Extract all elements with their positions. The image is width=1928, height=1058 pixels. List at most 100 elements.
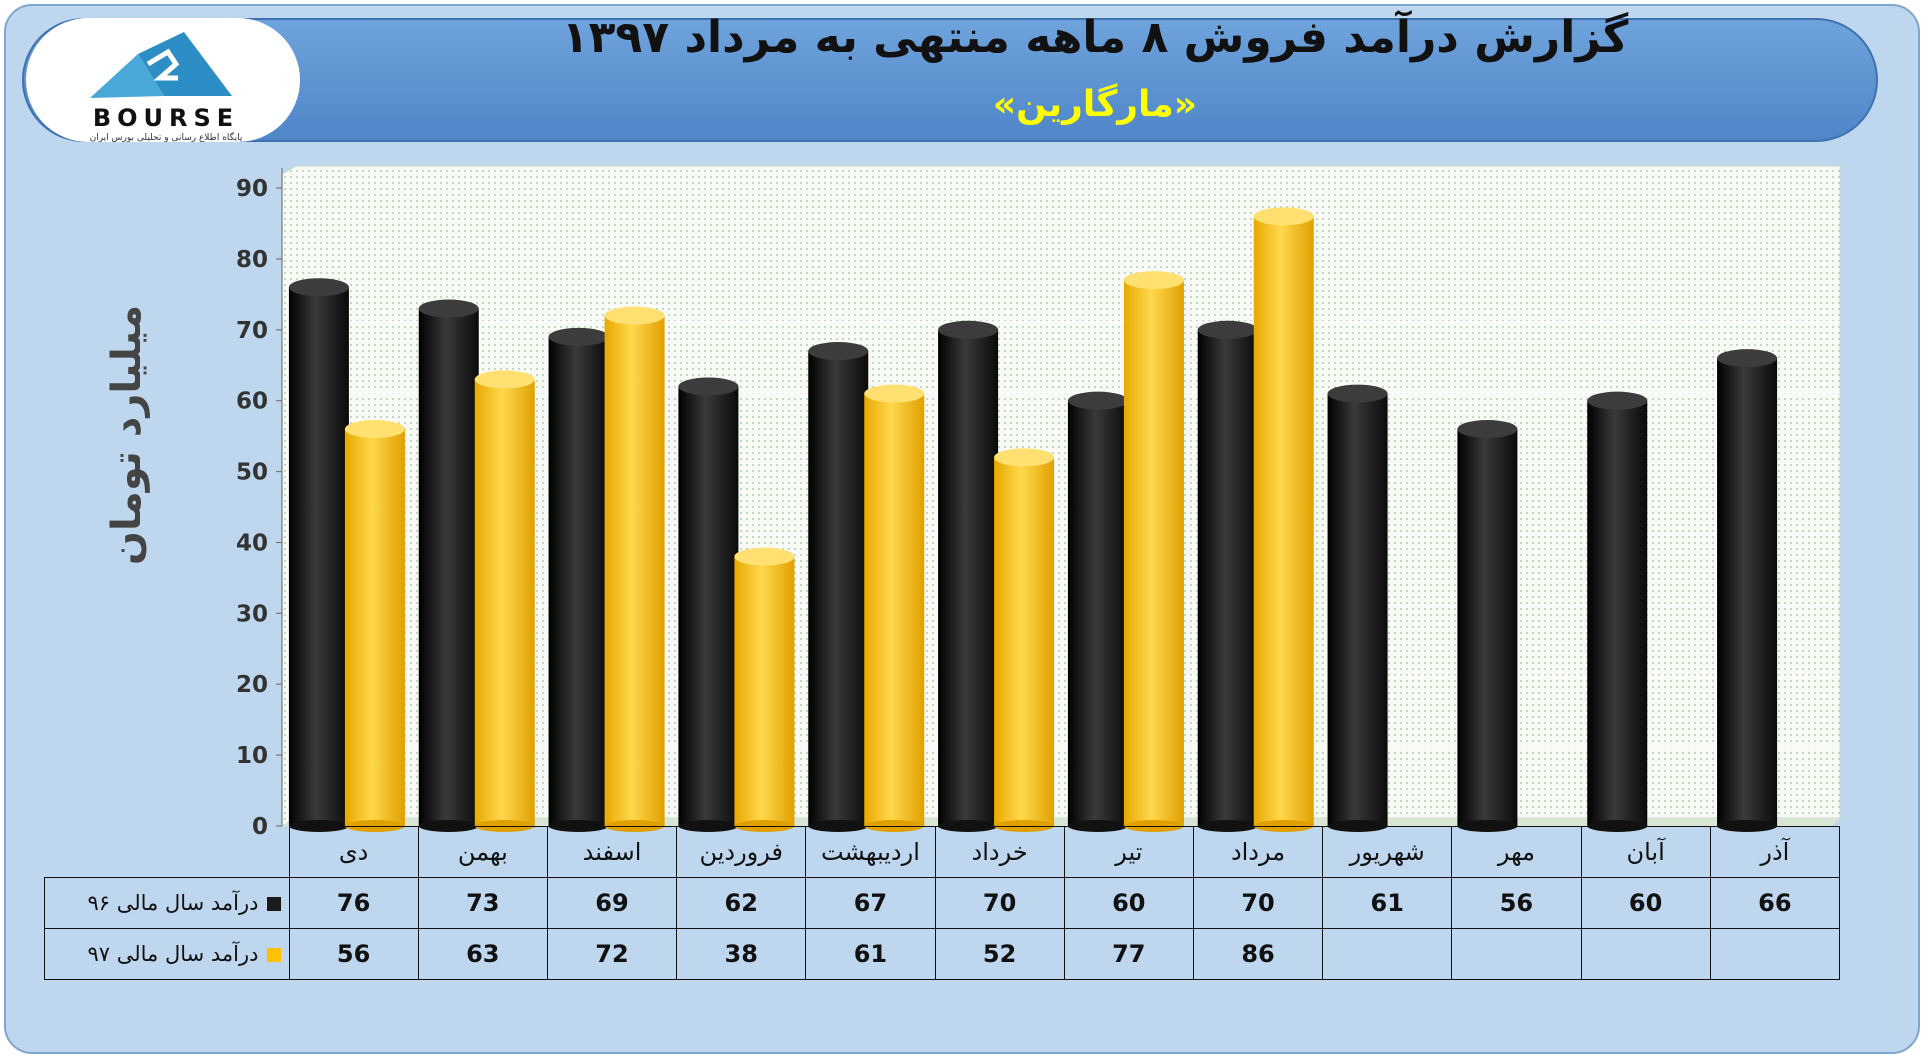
bar-top [288, 278, 349, 297]
bar-body [864, 393, 925, 826]
y-tick-label: 50 [236, 460, 268, 486]
bar-top [678, 377, 739, 396]
bar-body [1197, 329, 1258, 826]
series-name: درآمد سال مالی ۹۶ [87, 891, 259, 915]
data-value: 77 [1063, 928, 1194, 980]
bar-series-96 [1717, 349, 1778, 832]
table-corner [44, 826, 290, 878]
bourse-logo: BOURSE پایگاه اطلاع رسانی و تحلیلی بورس … [26, 18, 300, 143]
bar-top [1197, 320, 1258, 339]
bar-body [938, 329, 999, 826]
category-label: مرداد [1192, 826, 1324, 878]
legend-swatch-97 [266, 948, 281, 962]
bar-body [1253, 216, 1314, 826]
data-value: 67 [805, 877, 936, 929]
bar-body [1587, 400, 1648, 826]
plot-background [281, 165, 1841, 827]
data-value [1451, 928, 1582, 980]
bar-body [1457, 429, 1518, 826]
bar-series-96 [678, 377, 739, 832]
bar-series-97 [994, 448, 1055, 832]
bar-series-97 [604, 306, 665, 832]
series-name: درآمد سال مالی ۹۷ [87, 942, 259, 966]
data-value: 73 [417, 877, 548, 929]
bar-series-96 [548, 327, 609, 832]
data-value: 61 [1322, 877, 1453, 929]
y-tick-label: 80 [236, 247, 268, 273]
data-value: 56 [1451, 877, 1582, 929]
data-value [1709, 928, 1841, 980]
bar-series-96 [1067, 391, 1128, 832]
bar-body [1067, 400, 1128, 826]
data-value [1580, 928, 1711, 980]
bar-series-97 [734, 547, 795, 832]
category-label: شهریور [1322, 826, 1453, 878]
data-value: 52 [934, 928, 1065, 980]
y-tick-label: 70 [236, 318, 268, 344]
bar-body [548, 336, 609, 826]
bar-series-96 [1197, 320, 1258, 832]
bar-top [938, 320, 999, 339]
data-value: 61 [805, 928, 936, 980]
category-label: بهمن [417, 826, 548, 878]
bar-top [1717, 349, 1778, 368]
y-tick-label: 30 [236, 601, 268, 627]
bar-top [864, 384, 925, 403]
data-value: 63 [417, 928, 548, 980]
bar-top [418, 299, 479, 318]
data-value [1322, 928, 1453, 980]
y-axis-label: میلیارد تومان [104, 305, 150, 565]
category-label: دی [288, 826, 419, 878]
page-title: گزارش درآمد فروش ۸ ماهه منتهی به مرداد ۱… [561, 12, 1629, 63]
bar-top [1327, 384, 1388, 403]
bar-series-96 [418, 299, 479, 832]
bar-series-96 [1587, 391, 1648, 832]
bar-top [1587, 391, 1648, 410]
table-header-row: دی بهمن اسفند فروردین اردیبهشت خرداد تیر مرداد ش… [44, 826, 1841, 878]
bar-series-97 [474, 370, 535, 832]
bar-top [1253, 207, 1314, 226]
bar-series-96 [1457, 420, 1518, 832]
category-label: خرداد [934, 826, 1065, 878]
y-tick-label: 60 [236, 389, 268, 415]
data-value: 70 [1192, 877, 1324, 929]
data-value: 60 [1580, 877, 1711, 929]
data-value: 62 [676, 877, 807, 929]
bar-body [474, 379, 535, 826]
data-table: دی بهمن اسفند فروردین اردیبهشت خرداد تیر مرداد ش… [44, 826, 1841, 980]
data-value: 66 [1709, 877, 1841, 929]
category-label: فروردین [676, 826, 807, 878]
bar-top [474, 370, 535, 389]
data-value: 70 [934, 877, 1065, 929]
data-value: 38 [676, 928, 807, 980]
bar-series-96 [808, 342, 869, 832]
logo-mark-icon: BOURSE پایگاه اطلاع رسانی و تحلیلی بورس … [90, 32, 243, 143]
header-banner [22, 18, 1878, 142]
bar-top [344, 420, 405, 439]
bar-body [994, 457, 1055, 826]
category-label: اردیبهشت [805, 826, 936, 878]
category-label: تیر [1063, 826, 1194, 878]
data-value: 72 [546, 928, 678, 980]
data-value: 56 [288, 928, 419, 980]
bar-top [1067, 391, 1128, 410]
bar-series-97 [864, 384, 925, 832]
plot-floor [282, 818, 1840, 826]
bar-top [808, 342, 869, 361]
bar-top [548, 327, 609, 346]
y-tick-label: 20 [236, 672, 268, 698]
y-tick-label: 90 [236, 176, 268, 202]
y-tick-label: 40 [236, 530, 268, 556]
category-label: آذر [1709, 826, 1841, 878]
bar-body [604, 315, 665, 826]
bar-series-96 [938, 320, 999, 832]
logo-wordmark: BOURSE [93, 104, 239, 132]
table-row: درآمد سال مالی ۹۶ 76 73 69 62 67 70 60 70 61 56 60… [44, 877, 1841, 929]
data-value: 86 [1192, 928, 1324, 980]
bar-body [418, 308, 479, 826]
bar-body [678, 386, 739, 826]
bar-top [604, 306, 665, 325]
table-row: درآمد سال مالی ۹۷ 56 63 72 38 61 52 77 86 [44, 928, 1841, 980]
bar-series-97 [344, 420, 405, 832]
